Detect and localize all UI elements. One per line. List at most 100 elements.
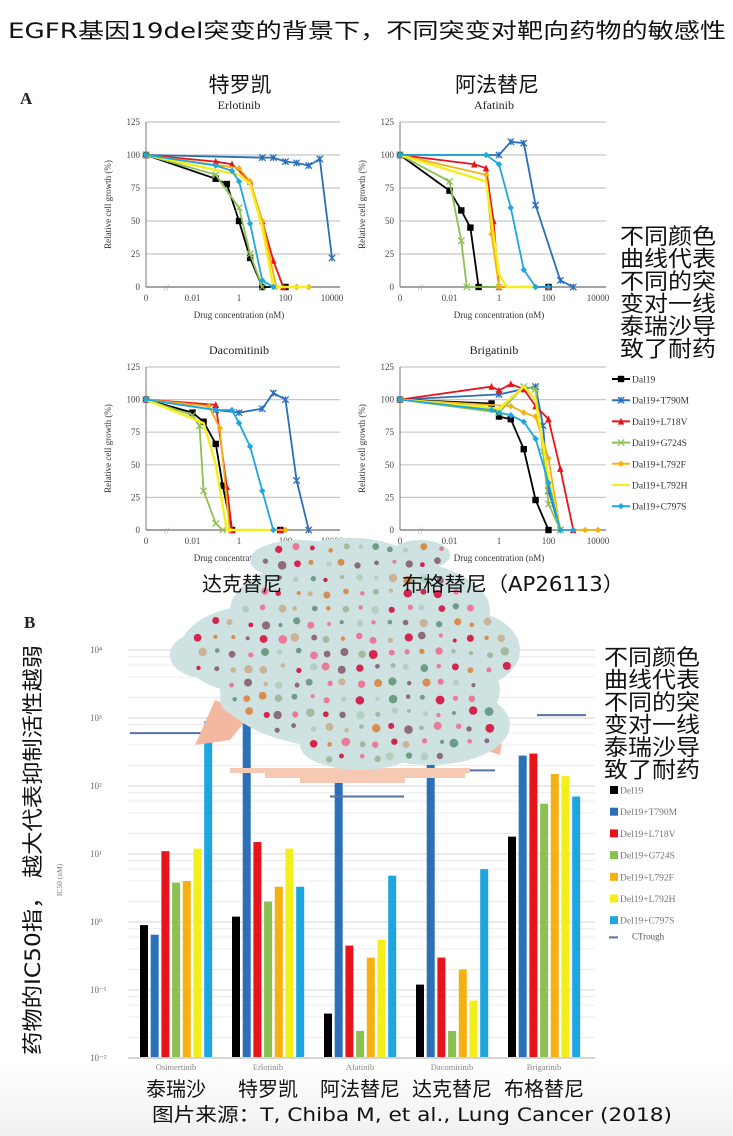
sticker-dot — [340, 647, 349, 657]
sticker-dot — [340, 636, 346, 641]
erlotinib-cn-title: 特罗凯 — [209, 73, 272, 97]
marker-square — [235, 217, 243, 225]
marker-square — [495, 413, 503, 420]
marker-diamond — [581, 526, 589, 534]
marker-diamond — [545, 283, 552, 291]
axis-break-mark: // — [164, 283, 170, 293]
y-tick-label: 50 — [131, 460, 141, 470]
legend-label: Dal19+L718V — [632, 418, 688, 428]
bar-del19-l718v — [437, 957, 446, 1057]
sticker-dot — [230, 666, 237, 673]
sticker-dot — [291, 723, 297, 729]
sticker-dot — [213, 634, 218, 639]
bar-del19-t790m — [518, 755, 527, 1057]
series-del19-c797s — [396, 396, 577, 534]
x-axis-label: Drug concentration (nM) — [454, 310, 544, 320]
sticker-dot — [419, 562, 425, 568]
sticker-dot — [358, 650, 366, 658]
sticker-dot — [421, 738, 428, 744]
sticker-dot — [308, 559, 314, 565]
sticker-dot — [402, 547, 409, 553]
y-tick-label: 10⁻² — [90, 1053, 107, 1063]
bar-del19-l792f — [182, 881, 191, 1057]
sticker-dot — [280, 663, 286, 668]
marker-diamond — [270, 526, 277, 534]
x-tick-label: 10000 — [321, 293, 344, 303]
series-line — [145, 153, 309, 289]
dacomitinib-cn-title: 达克替尼 — [202, 572, 282, 596]
legend-item: Dal19+L718V — [612, 417, 688, 428]
sticker-dot — [388, 722, 395, 729]
sticker-dot — [244, 678, 253, 687]
series-del19-c797s — [396, 151, 552, 291]
sticker-dot — [466, 634, 474, 642]
legend-item: Del19+C797S — [610, 916, 674, 927]
marker-diamond — [282, 526, 289, 534]
bar-group-erlotinib: Erlotinib 特罗凯 — [232, 706, 305, 1101]
y-tick-label: 25 — [131, 249, 141, 259]
marker-triangle — [212, 157, 219, 165]
bar-del19 — [140, 925, 148, 1057]
marker-square — [219, 482, 226, 489]
chart-afatinib: 0 25 50 75 100 125 // 0 0.01 1 100 10000 Drug concen… — [357, 98, 610, 320]
sticker-dot — [439, 546, 444, 552]
sticker-dot — [375, 711, 381, 717]
chart-title: Brigatinib — [470, 343, 519, 357]
marker-diamond — [235, 419, 243, 427]
side-note-line: 不同的突 — [604, 691, 700, 716]
sticker-dot — [359, 724, 364, 729]
bar-del19-g724s — [448, 1030, 457, 1057]
sticker-stripe — [300, 778, 405, 783]
sticker-dot — [229, 682, 234, 688]
marker-square — [200, 418, 207, 425]
marker-diamond — [507, 402, 515, 410]
x-tick-label: 0.01 — [442, 536, 458, 546]
sticker-dot — [339, 711, 346, 719]
sticker-dot — [391, 707, 399, 714]
legend-swatch — [610, 851, 618, 860]
sticker-dot — [468, 706, 478, 715]
y-tick-label: 125 — [381, 117, 395, 127]
bar-group-osimertinib: Osimertinib 泰瑞沙 — [140, 721, 213, 1101]
marker-triangle — [507, 380, 515, 388]
sticker-dot — [455, 723, 462, 729]
y-tick-label: 0 — [390, 282, 395, 292]
sticker-dot — [232, 697, 237, 702]
sticker-dot — [296, 590, 301, 596]
legend-item: Del19+L792F — [610, 872, 674, 883]
series-line — [399, 385, 562, 531]
marker-diamond — [246, 443, 254, 450]
marker-diamond — [570, 526, 577, 534]
sticker-dot — [326, 606, 331, 611]
series-del19-l792h — [399, 384, 562, 531]
marker-square — [189, 409, 196, 416]
marker-diamond — [396, 396, 404, 403]
sticker-dot — [328, 548, 333, 553]
legend-swatch — [610, 894, 618, 903]
y-tick-label: 10⁻¹ — [90, 985, 107, 995]
marker-x — [235, 408, 243, 417]
bar-del19-g724s — [356, 1030, 365, 1057]
marker-diamond — [212, 406, 219, 414]
category-cn-label: 布格替尼 — [504, 1077, 584, 1101]
sticker-dot — [390, 663, 396, 669]
sticker-dot — [292, 711, 299, 718]
legend-item: Del19+L718V — [610, 829, 676, 840]
x-tick-label: 1 — [237, 536, 242, 546]
sticker-dot — [387, 546, 393, 553]
y-tick-label: 0 — [390, 525, 395, 535]
bar-del19 — [416, 984, 424, 1057]
sticker-dot — [263, 711, 270, 718]
marker-triangle — [617, 417, 625, 425]
sticker-dot — [342, 605, 350, 613]
sticker-dot — [261, 587, 269, 595]
marker-square — [212, 175, 219, 182]
side-note-line: 不同颜色 — [620, 225, 716, 250]
marker-triangle — [228, 160, 236, 168]
sticker-dot — [305, 678, 313, 686]
marker-diamond — [228, 406, 236, 414]
legend-label: Del19+L792H — [620, 895, 676, 905]
marker-x — [292, 476, 301, 485]
sticker-dot — [440, 739, 445, 744]
side-notes: 不同颜色曲线代表不同的突变对一线泰瑞沙导致了耐药不同颜色曲线代表不同的突变对一线… — [604, 225, 716, 784]
